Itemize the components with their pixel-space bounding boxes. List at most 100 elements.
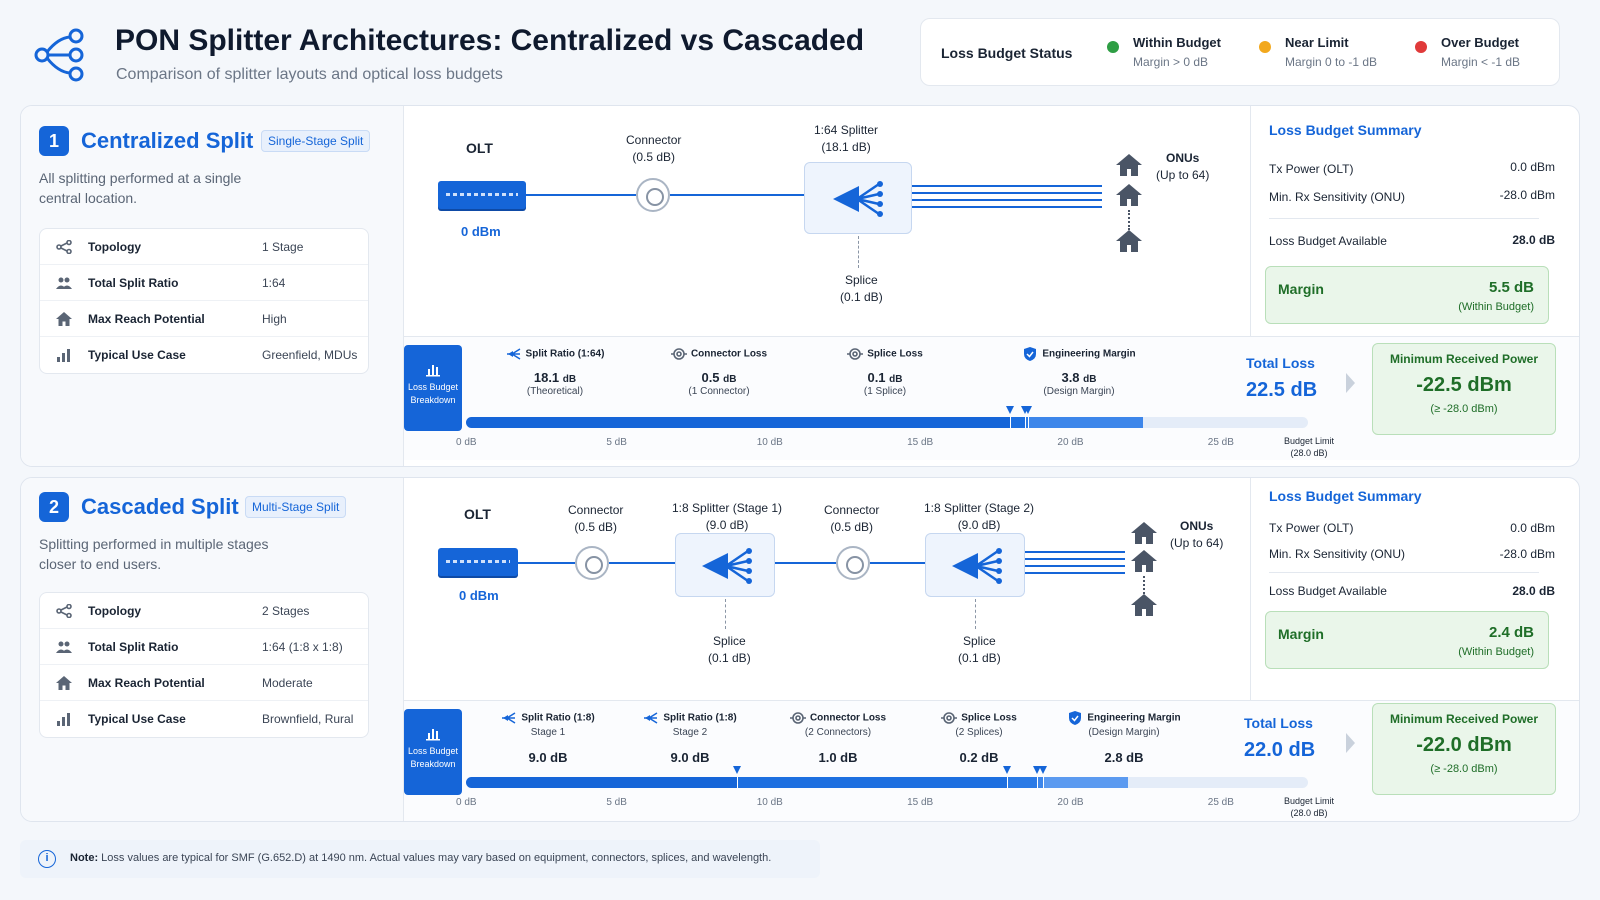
shield-icon [1067, 711, 1083, 725]
onu-label: ONUs (Up to 64) [1156, 151, 1210, 182]
home-icon [56, 676, 72, 690]
spec-row-max-reach: Max Reach Potential Moderate [40, 665, 368, 701]
red-status-dot [1415, 41, 1427, 53]
spec-key: Max Reach Potential [88, 676, 205, 690]
more-onus-dots [1128, 210, 1130, 230]
breakdown-item-connector: Connector Loss 0.5 dB (1 Connector) [654, 347, 784, 399]
spec-value: 1:64 [262, 276, 286, 290]
segment-marker-icon [1006, 406, 1015, 414]
spec-value: 1 Stage [262, 240, 304, 254]
spec-row-use-case: Typical Use Case Greenfield, MDUs [40, 337, 368, 373]
fiber-line [912, 185, 1102, 187]
spec-row-split-ratio: Total Split Ratio 1:64 (1:8 x 1:8) [40, 629, 368, 665]
spec-value: Brownfield, Rural [262, 712, 354, 726]
network-logo-icon [34, 28, 84, 82]
spec-value: Moderate [262, 676, 313, 690]
topology-icon [56, 240, 72, 254]
legend-item-desc: Margin > 0 dB [1133, 55, 1209, 69]
olt-power: 0 dBm [461, 224, 501, 239]
legend-item-desc: Margin < -1 dB [1441, 55, 1521, 69]
splitter-icon [501, 711, 517, 725]
fiber-line [775, 562, 836, 564]
splice-leader [725, 599, 726, 629]
connector-label: Connector (0.5 dB) [626, 133, 682, 164]
spec-value: 1:64 (1:8 x 1:8) [262, 640, 343, 654]
spec-key: Max Reach Potential [88, 312, 205, 326]
bar-chart-icon [56, 712, 72, 726]
budget-available-value: 28.0 dB [1512, 584, 1555, 598]
spec-value: 2 Stages [262, 604, 310, 618]
fiber-line [912, 192, 1102, 194]
bar-tick-label: 10 dB [756, 797, 783, 808]
loss-bar-segment [1037, 777, 1044, 788]
margin-label: Margin [1278, 281, 1324, 297]
connector-icon [575, 546, 609, 580]
segment-marker-icon [1024, 406, 1033, 414]
spec-key: Typical Use Case [88, 348, 186, 362]
connector-icon [671, 347, 687, 361]
summary-divider [1269, 218, 1539, 219]
olt-power: 0 dBm [459, 588, 499, 603]
bar-tick-label: 0 dB [456, 797, 477, 808]
tx-power-value: 0.0 dBm [1510, 160, 1555, 174]
legend-item-desc: Margin 0 to -1 dB [1285, 55, 1378, 69]
house-icon [1131, 522, 1157, 544]
orange-status-dot [1259, 41, 1271, 53]
fiber-line [609, 562, 675, 564]
spec-key: Typical Use Case [88, 712, 186, 726]
fiber-line [1025, 572, 1125, 574]
olt-label: OLT [464, 506, 491, 522]
users-icon [56, 640, 72, 654]
loss-budget-summary: Loss Budget Summary Tx Power (OLT) 0.0 d… [1250, 478, 1579, 700]
breakdown-item-splice: Splice Loss 0.1 dB (1 Splice) [820, 347, 950, 399]
fiber-line [670, 194, 804, 196]
budget-available-label: Loss Budget Available [1269, 584, 1387, 598]
breakdown-item-split: Split Ratio (1:64) 18.1 dB (Theoretical) [490, 347, 620, 399]
onu-label: ONUs (Up to 64) [1170, 519, 1224, 550]
connector-icon [790, 711, 806, 725]
house-icon [1131, 550, 1157, 572]
fiber-line [912, 199, 1102, 201]
margin-status: (Within Budget) [1458, 646, 1534, 658]
bar-tick-label: 20 dB [1057, 797, 1084, 808]
splice-label: Splice (0.1 dB) [840, 273, 883, 304]
splice-icon [941, 711, 957, 725]
house-icon [1116, 184, 1142, 206]
legend-item-name: Within Budget [1133, 35, 1221, 50]
fiber-line [1025, 558, 1125, 560]
house-icon [1131, 594, 1157, 616]
fiber-line [1025, 551, 1125, 553]
bar-tick-label: 10 dB [756, 437, 783, 448]
splitter-icon [506, 347, 522, 361]
margin-value: 5.5 dB [1488, 279, 1534, 296]
splitter-icon [827, 174, 887, 224]
legend-item-name: Near Limit [1285, 35, 1349, 50]
fiber-line [870, 562, 925, 564]
loss-budget-bar [466, 777, 1308, 788]
splice1-label: Splice (0.1 dB) [708, 634, 751, 665]
loss-bar-segment [1025, 417, 1029, 428]
segment-marker-icon [1033, 766, 1042, 774]
panel-description: Splitting performed in multiple stages c… [39, 536, 269, 572]
min-received-power-box: Minimum Received Power -22.5 dBm (≥ -28.… [1372, 343, 1556, 435]
chevron-right-icon [1346, 733, 1355, 753]
users-icon [56, 276, 72, 290]
total-loss: Total Loss 22.0 dB [1244, 715, 1316, 761]
breakdown-item-split-stage1: Split Ratio (1:8) Stage 1 9.0 dB [488, 711, 608, 765]
house-icon [1116, 230, 1142, 252]
margin-box: Margin 5.5 dB (Within Budget) [1265, 266, 1549, 324]
olt-device [438, 548, 518, 576]
segment-marker-icon [1039, 766, 1048, 774]
loss-budget-summary: Loss Budget Summary Tx Power (OLT) 0.0 d… [1250, 106, 1579, 336]
splice-icon [847, 347, 863, 361]
loss-bar-segment [466, 417, 1011, 428]
footnote-text: Note: Loss values are typical for SMF (G… [70, 852, 772, 864]
splitter-icon [643, 711, 659, 725]
spec-row-split-ratio: Total Split Ratio 1:64 [40, 265, 368, 301]
fiber-line [518, 562, 575, 564]
segment-marker-icon [1003, 766, 1012, 774]
bar-tick-label: 5 dB [606, 797, 627, 808]
connector-label: Connector (0.5 dB) [568, 503, 624, 534]
spec-key: Topology [88, 240, 142, 254]
page-title: PON Splitter Architectures: Centralized … [115, 24, 865, 57]
